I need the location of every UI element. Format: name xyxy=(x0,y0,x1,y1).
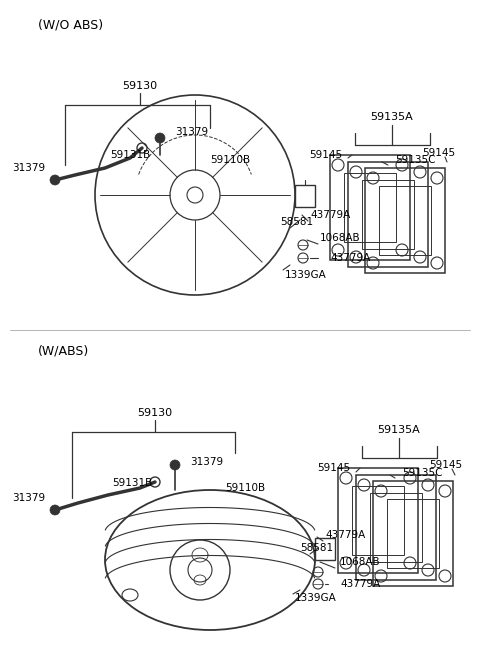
Text: 59145: 59145 xyxy=(309,150,342,160)
Bar xyxy=(344,173,396,242)
Text: 58581: 58581 xyxy=(300,543,333,553)
Circle shape xyxy=(170,460,180,470)
Text: 59130: 59130 xyxy=(122,81,157,91)
Text: 59131B: 59131B xyxy=(110,150,150,160)
Text: 1068AB: 1068AB xyxy=(340,557,381,567)
Circle shape xyxy=(155,133,165,143)
Text: 1068AB: 1068AB xyxy=(320,233,360,243)
Text: 59135A: 59135A xyxy=(378,425,420,435)
Circle shape xyxy=(50,175,60,185)
Text: 1339GA: 1339GA xyxy=(295,593,337,603)
Text: (W/O ABS): (W/O ABS) xyxy=(38,18,103,31)
Bar xyxy=(379,186,431,255)
Text: 31379: 31379 xyxy=(190,457,223,467)
Text: 1339GA: 1339GA xyxy=(285,270,327,280)
Text: 59145: 59145 xyxy=(317,463,350,473)
Text: 58581: 58581 xyxy=(280,217,313,227)
Text: 31379: 31379 xyxy=(12,493,45,503)
Text: 43779A: 43779A xyxy=(310,210,350,220)
Text: 31379: 31379 xyxy=(175,127,208,137)
Text: 59145: 59145 xyxy=(422,148,455,158)
Bar xyxy=(365,168,445,273)
Text: 59135C: 59135C xyxy=(395,155,435,165)
Text: 59130: 59130 xyxy=(137,408,173,418)
Text: (W/ABS): (W/ABS) xyxy=(38,345,89,358)
Bar xyxy=(338,468,418,573)
Bar xyxy=(373,481,453,586)
Circle shape xyxy=(50,505,60,515)
Text: 31379: 31379 xyxy=(12,163,45,173)
Text: 43779A: 43779A xyxy=(330,253,370,263)
Bar xyxy=(330,155,410,260)
Text: 43779A: 43779A xyxy=(325,530,365,540)
Bar xyxy=(348,162,428,267)
Text: 59110B: 59110B xyxy=(225,483,265,493)
Bar xyxy=(315,538,335,560)
Text: 59131B: 59131B xyxy=(112,478,152,488)
Bar xyxy=(370,493,422,562)
Text: 59135A: 59135A xyxy=(371,112,413,122)
Bar xyxy=(387,499,439,568)
Text: 59110B: 59110B xyxy=(210,155,250,165)
Text: 59145: 59145 xyxy=(429,460,462,470)
Text: 59135C: 59135C xyxy=(402,468,443,478)
Bar xyxy=(295,185,315,207)
Bar xyxy=(352,486,404,555)
Bar xyxy=(362,180,414,249)
Bar xyxy=(356,475,436,580)
Text: 43779A: 43779A xyxy=(340,579,380,589)
